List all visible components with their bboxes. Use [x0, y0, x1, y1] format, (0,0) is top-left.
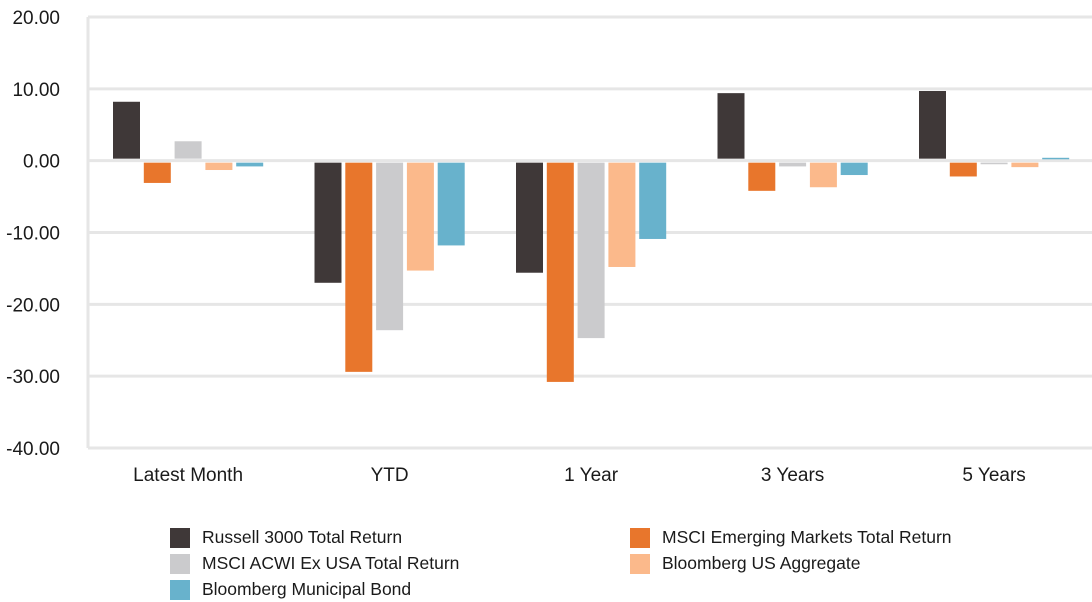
bar	[314, 162, 342, 283]
bar	[113, 101, 140, 159]
bar	[1011, 162, 1039, 168]
bar	[608, 162, 636, 267]
bar	[174, 141, 202, 159]
bar	[546, 162, 574, 382]
y-axis: 20.00 10.00 0.00 -10.00 -20.00 -30.00 -40.00	[6, 8, 60, 460]
x-tick-label: 3 Years	[761, 465, 824, 486]
bar	[840, 162, 868, 176]
y-tick-label: -30.00	[6, 367, 60, 388]
bar	[516, 162, 543, 273]
x-tick-label: 1 Year	[564, 465, 619, 486]
bar	[406, 162, 434, 271]
bar	[345, 162, 373, 372]
bar	[376, 162, 404, 331]
x-axis: Latest Month YTD 1 Year 3 Years 5 Years	[133, 465, 1026, 486]
bar	[809, 162, 837, 188]
x-tick-label: YTD	[371, 465, 409, 486]
y-tick-label: 20.00	[12, 8, 60, 29]
bar	[639, 162, 667, 239]
y-tick-label: -10.00	[6, 224, 60, 245]
bar	[779, 162, 807, 167]
bar	[437, 162, 465, 246]
bar	[949, 162, 977, 177]
bar	[717, 93, 745, 159]
bars	[113, 90, 1070, 382]
x-tick-label: Latest Month	[133, 465, 243, 486]
bar	[1042, 157, 1070, 160]
y-tick-label: 0.00	[23, 152, 60, 173]
y-tick-label: 10.00	[12, 80, 60, 101]
bar	[205, 162, 233, 171]
y-tick-label: -20.00	[6, 295, 60, 316]
bar	[980, 162, 1008, 165]
y-tick-label: -40.00	[6, 439, 60, 460]
bar	[748, 162, 776, 191]
bar	[236, 162, 264, 167]
bar	[577, 162, 605, 339]
bar	[919, 90, 946, 159]
bar	[143, 162, 171, 183]
x-tick-label: 5 Years	[962, 465, 1025, 486]
